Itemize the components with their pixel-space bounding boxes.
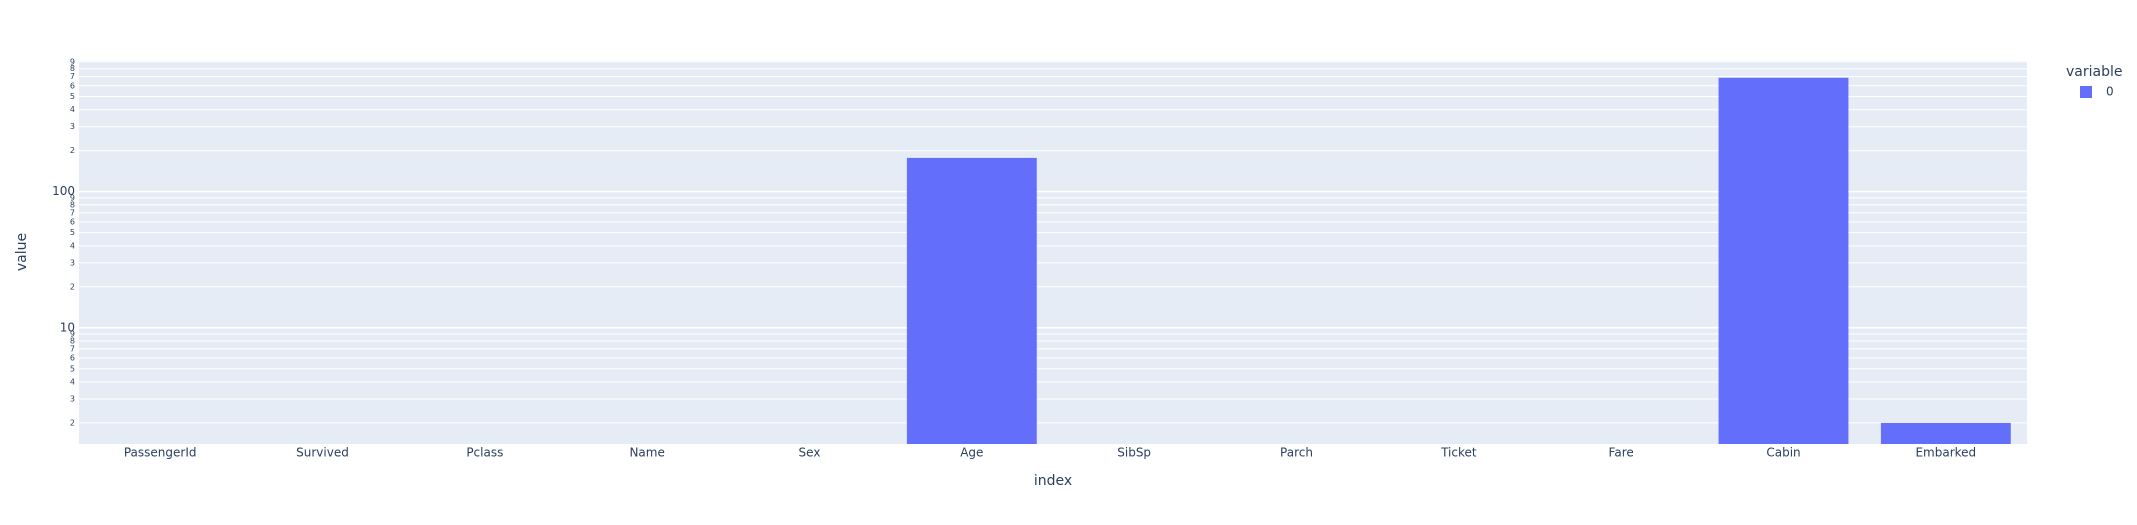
x-axis-title: index (1034, 473, 1072, 489)
y-tick-label: 100 (52, 184, 75, 198)
y-tick-label: 6 (70, 353, 75, 362)
y-tick-label: 8 (70, 64, 75, 73)
y-tick-label: 9 (70, 57, 75, 66)
x-tick-label: PassengerId (124, 446, 197, 460)
x-tick-label: Name (629, 446, 664, 460)
y-axis-title: value (14, 233, 30, 271)
bar (1880, 422, 2011, 444)
x-tick-label: Parch (1280, 446, 1313, 460)
y-tick-label: 6 (70, 81, 75, 90)
legend-title: variable (2066, 64, 2122, 80)
y-tick-label: 5 (70, 92, 75, 101)
y-tick-label: 9 (70, 330, 75, 339)
y-tick-label: 5 (70, 228, 75, 237)
y-tick-label: 4 (70, 241, 75, 250)
x-tick-label: Survived (296, 446, 349, 460)
plot-background (79, 61, 2027, 444)
x-tick-label: Embarked (1915, 446, 1976, 460)
y-tick-label: 6 (70, 217, 75, 226)
y-tick-label: 2 (70, 146, 75, 155)
bar (906, 157, 1037, 444)
x-tick-label: Ticket (1440, 446, 1477, 460)
bar (1718, 77, 1849, 444)
y-tick-label: 7 (70, 72, 75, 81)
y-tick-label: 3 (70, 258, 75, 267)
y-tick-label: 2 (70, 418, 75, 427)
x-tick-label: Pclass (466, 446, 503, 460)
legend-swatch (2080, 86, 2092, 98)
x-tick-label: SibSp (1117, 446, 1151, 460)
y-tick-label: 4 (70, 105, 75, 114)
y-tick-label: 7 (70, 208, 75, 217)
x-tick-label: Fare (1609, 446, 1634, 460)
y-tick-label: 7 (70, 344, 75, 353)
y-tick-label: 2 (70, 282, 75, 291)
x-tick-label: Age (960, 446, 983, 460)
x-tick-label: Sex (799, 446, 821, 460)
y-tick-label: 8 (70, 200, 75, 209)
x-tick-label: Cabin (1766, 446, 1800, 460)
y-tick-label: 5 (70, 364, 75, 373)
y-tick-label: 8 (70, 336, 75, 345)
y-tick-label: 10 (60, 320, 75, 334)
y-tick-label: 4 (70, 377, 75, 386)
y-tick-label: 3 (70, 122, 75, 131)
legend-label: 0 (2106, 85, 2114, 99)
y-tick-label: 3 (70, 394, 75, 403)
y-tick-label: 9 (70, 193, 75, 202)
